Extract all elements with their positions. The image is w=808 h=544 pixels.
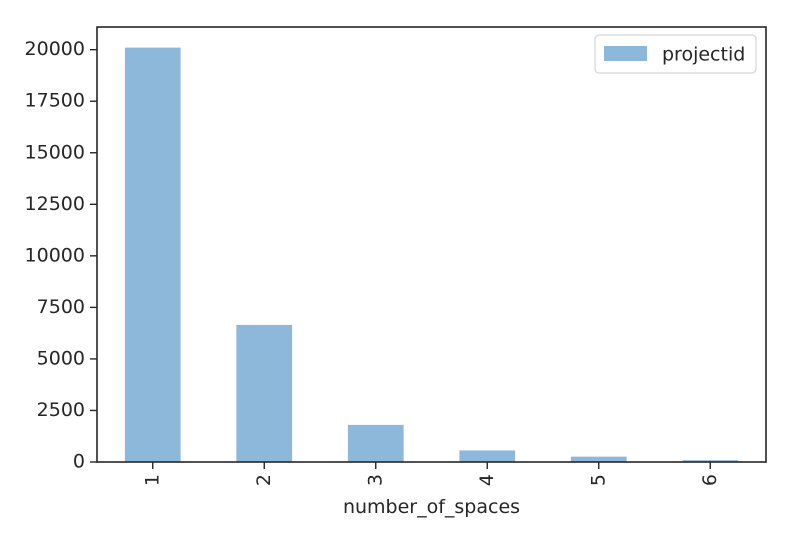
bar-4 xyxy=(459,450,516,462)
y-tick-label: 17500 xyxy=(25,90,85,112)
y-tick-label: 10000 xyxy=(25,244,85,266)
legend-swatch xyxy=(604,46,647,61)
bar-5 xyxy=(570,456,627,462)
x-tick-label: 1 xyxy=(141,474,163,486)
y-tick-label: 15000 xyxy=(25,141,85,163)
legend-box xyxy=(594,34,757,74)
y-tick-label: 20000 xyxy=(25,38,85,60)
y-axis: 0 2500 5000 7500 10000 12500 15000 17500 20000 xyxy=(25,38,97,473)
plot-frame xyxy=(96,26,767,463)
y-tick-label: 0 xyxy=(73,451,85,473)
y-tick-label: 2500 xyxy=(37,399,85,421)
x-tick-label: 2 xyxy=(253,474,275,486)
bar-3 xyxy=(347,424,404,462)
x-axis-label: number_of_spaces xyxy=(343,496,520,518)
bar-1 xyxy=(124,47,181,463)
y-tick-label: 5000 xyxy=(37,347,85,369)
x-tick-label: 4 xyxy=(476,474,498,486)
x-axis: 1 2 3 4 5 6 xyxy=(141,462,721,486)
x-tick-label: 5 xyxy=(587,474,609,486)
legend-label-projectid: projectid xyxy=(662,44,745,66)
bar-2 xyxy=(236,324,293,462)
bar-6 xyxy=(682,460,739,462)
x-tick-label: 3 xyxy=(364,474,386,486)
bars-group xyxy=(124,47,739,463)
y-tick-label: 7500 xyxy=(37,296,85,318)
y-tick-label: 12500 xyxy=(25,193,85,215)
x-tick-label: 6 xyxy=(699,474,721,486)
legend[interactable]: projectid xyxy=(594,34,757,74)
